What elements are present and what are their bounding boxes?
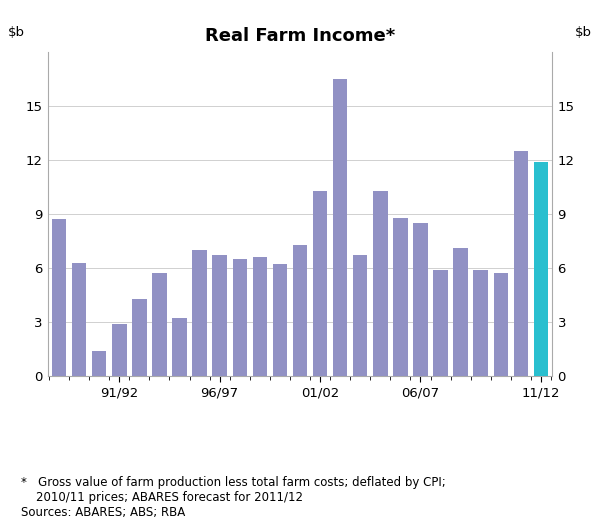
Title: Real Farm Income*: Real Farm Income*: [205, 27, 395, 45]
Bar: [132, 299, 146, 376]
Bar: [413, 223, 428, 376]
Bar: [172, 318, 187, 376]
Bar: [473, 270, 488, 376]
Bar: [72, 263, 86, 376]
Bar: [514, 151, 528, 376]
Bar: [272, 264, 287, 376]
Bar: [373, 191, 388, 376]
Text: *   Gross value of farm production less total farm costs; deflated by CPI;
    2: * Gross value of farm production less to…: [21, 477, 446, 519]
Bar: [393, 218, 407, 376]
Bar: [152, 274, 167, 376]
Bar: [494, 274, 508, 376]
Bar: [353, 255, 367, 376]
Bar: [52, 219, 66, 376]
Bar: [333, 79, 347, 376]
Text: $b: $b: [8, 26, 25, 39]
Text: $b: $b: [575, 26, 592, 39]
Bar: [293, 245, 307, 376]
Bar: [253, 257, 267, 376]
Bar: [454, 248, 468, 376]
Bar: [313, 191, 328, 376]
Bar: [92, 351, 106, 376]
Bar: [233, 259, 247, 376]
Bar: [534, 162, 548, 376]
Bar: [193, 250, 207, 376]
Bar: [112, 324, 127, 376]
Bar: [433, 270, 448, 376]
Bar: [212, 255, 227, 376]
